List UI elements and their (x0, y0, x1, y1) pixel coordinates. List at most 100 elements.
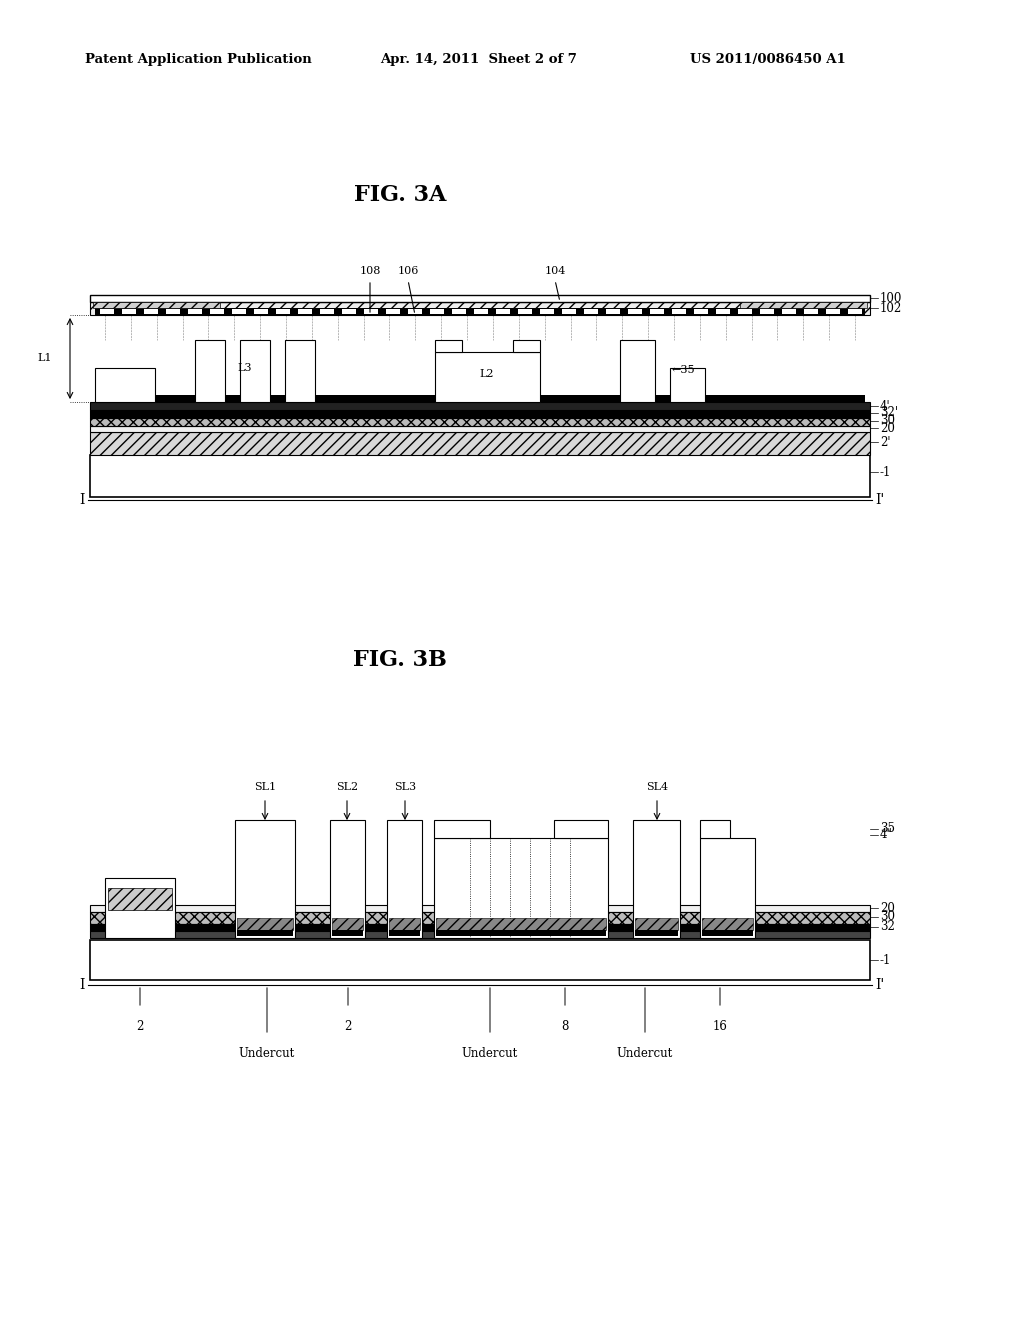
Bar (298, 309, 312, 314)
Bar (90, 302, 870, 315)
Bar (513, 341, 540, 352)
Bar (237, 917, 293, 931)
Bar (740, 302, 867, 308)
Text: I: I (80, 978, 85, 993)
Text: Undercut: Undercut (616, 1047, 673, 1060)
Bar (386, 309, 400, 314)
Bar (434, 820, 490, 838)
Bar (584, 309, 598, 314)
Bar (210, 309, 224, 314)
Bar (188, 309, 202, 314)
Bar (562, 309, 575, 314)
Text: L2: L2 (480, 370, 495, 379)
Bar (90, 940, 870, 979)
Bar (90, 931, 870, 939)
Bar (700, 838, 755, 939)
Bar (234, 820, 295, 939)
Text: US 2011/0086450 A1: US 2011/0086450 A1 (690, 54, 846, 66)
Text: 30: 30 (880, 414, 895, 428)
Text: 30: 30 (880, 911, 895, 924)
Bar (90, 403, 870, 411)
Bar (540, 309, 554, 314)
Text: 4": 4" (880, 829, 893, 842)
Bar (90, 432, 870, 455)
Bar (452, 309, 466, 314)
Bar (330, 820, 365, 939)
Text: I': I' (874, 978, 885, 993)
Text: 35: 35 (880, 822, 895, 836)
Bar (848, 309, 862, 314)
Bar (435, 352, 540, 403)
Bar (635, 931, 678, 936)
Bar (95, 308, 865, 315)
Bar (93, 302, 220, 308)
Text: ←35: ←35 (672, 366, 695, 375)
Bar (90, 924, 870, 931)
Bar (237, 931, 293, 936)
Bar (650, 309, 664, 314)
Text: I': I' (874, 492, 885, 507)
Bar (606, 309, 620, 314)
Bar (105, 878, 175, 939)
Text: I: I (80, 492, 85, 507)
Text: SL1: SL1 (254, 781, 276, 792)
Text: 32: 32 (880, 920, 895, 933)
Text: Undercut: Undercut (462, 1047, 518, 1060)
Text: Undercut: Undercut (239, 1047, 295, 1060)
Bar (826, 309, 840, 314)
Text: SL2: SL2 (336, 781, 358, 792)
Bar (635, 917, 678, 931)
Bar (670, 368, 705, 403)
Bar (435, 341, 462, 352)
Text: SL4: SL4 (646, 781, 668, 792)
Bar (166, 309, 180, 314)
Bar (332, 931, 362, 936)
Text: 20: 20 (880, 421, 895, 434)
Bar (90, 906, 870, 912)
Text: 8: 8 (561, 1020, 568, 1034)
Bar (702, 917, 753, 931)
Bar (95, 368, 155, 403)
Bar (694, 309, 708, 314)
Bar (434, 838, 608, 939)
Bar (620, 341, 655, 403)
Text: Patent Application Publication: Patent Application Publication (85, 54, 311, 66)
Text: 20: 20 (880, 902, 895, 915)
Text: 2': 2' (880, 436, 891, 449)
Bar (285, 341, 315, 403)
Bar (90, 455, 870, 498)
Bar (319, 309, 334, 314)
Bar (90, 411, 870, 418)
Bar (628, 309, 642, 314)
Text: FIG. 3A: FIG. 3A (354, 183, 446, 206)
Text: 108: 108 (359, 267, 381, 276)
Bar (100, 309, 114, 314)
Bar (430, 309, 444, 314)
Text: 4': 4' (880, 400, 891, 412)
Bar (700, 820, 730, 838)
Bar (702, 931, 753, 936)
Bar (496, 309, 510, 314)
Bar (672, 309, 686, 314)
Bar (240, 341, 270, 403)
Bar (633, 820, 680, 939)
Bar (554, 820, 608, 838)
Bar (364, 309, 378, 314)
Bar (90, 418, 870, 426)
Bar (716, 309, 730, 314)
Text: L1: L1 (38, 352, 52, 363)
Text: -1: -1 (880, 953, 891, 966)
Bar (254, 309, 268, 314)
Bar (518, 309, 532, 314)
Text: 2: 2 (136, 1020, 143, 1034)
Text: 102: 102 (880, 301, 902, 314)
Text: 16: 16 (713, 1020, 727, 1034)
Bar (276, 309, 290, 314)
Bar (332, 917, 362, 931)
Bar (342, 309, 356, 314)
Bar (108, 888, 172, 909)
Bar (95, 395, 865, 403)
Bar (90, 294, 870, 302)
Text: L3: L3 (238, 363, 252, 374)
Text: 2: 2 (344, 1020, 351, 1034)
